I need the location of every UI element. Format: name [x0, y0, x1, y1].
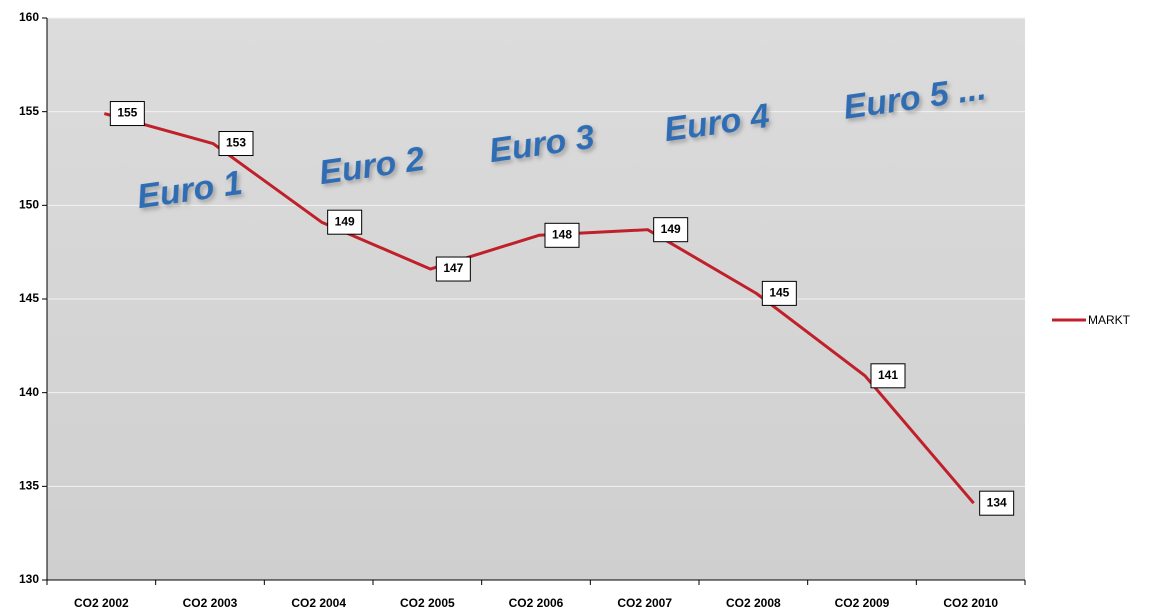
- x-tick-label: CO2 2002: [74, 596, 129, 610]
- y-tick-label: 140: [19, 385, 39, 399]
- y-tick-label: 130: [19, 572, 39, 586]
- grid: 130 135 140 145 150 155 160 CO2 2002 CO2 2003 CO2…: [19, 10, 1026, 610]
- data-label-box: [327, 209, 363, 235]
- data-label-box: [109, 101, 145, 127]
- x-tick-label: CO2 2004: [291, 596, 346, 610]
- data-label: 147: [443, 261, 463, 275]
- line: [103, 112, 975, 505]
- marks: 155 153 149 147 148 149 145 141 134 MARKT: [103, 101, 1131, 516]
- x-tick-label: CO2 2010: [943, 596, 998, 610]
- data-label: 155: [117, 106, 137, 120]
- data-label: 141: [878, 368, 898, 382]
- data-label: 145: [769, 286, 789, 300]
- x-tick-label: CO2 2003: [183, 596, 238, 610]
- data-label: 149: [661, 222, 681, 236]
- x-tick-label: CO2 2005: [400, 596, 455, 610]
- legend-label: MARKT: [1088, 313, 1131, 327]
- x-tick-label: CO2 2008: [726, 596, 781, 610]
- y-tick-label: 145: [19, 291, 39, 305]
- data-label-box: [653, 217, 689, 243]
- x-tick-label: CO2 2007: [617, 596, 672, 610]
- data-label: 134: [987, 495, 1007, 509]
- data-label-box: [979, 490, 1015, 516]
- y-tick-label: 155: [19, 104, 39, 118]
- data-label-box: [544, 222, 580, 248]
- data-label: 148: [552, 227, 572, 241]
- y-tick-label: 160: [19, 10, 39, 24]
- data-label-box: [435, 256, 471, 282]
- data-label: 153: [226, 136, 246, 150]
- x-tick-label: CO2 2009: [835, 596, 890, 610]
- data-label-box: [218, 131, 254, 157]
- x-tick-label: CO2 2006: [509, 596, 564, 610]
- y-tick-label: 150: [19, 198, 39, 212]
- data-label: 149: [335, 214, 355, 228]
- y-tick-label: 135: [19, 479, 39, 493]
- data-label-box: [870, 363, 906, 389]
- data-label-box: [761, 280, 797, 306]
